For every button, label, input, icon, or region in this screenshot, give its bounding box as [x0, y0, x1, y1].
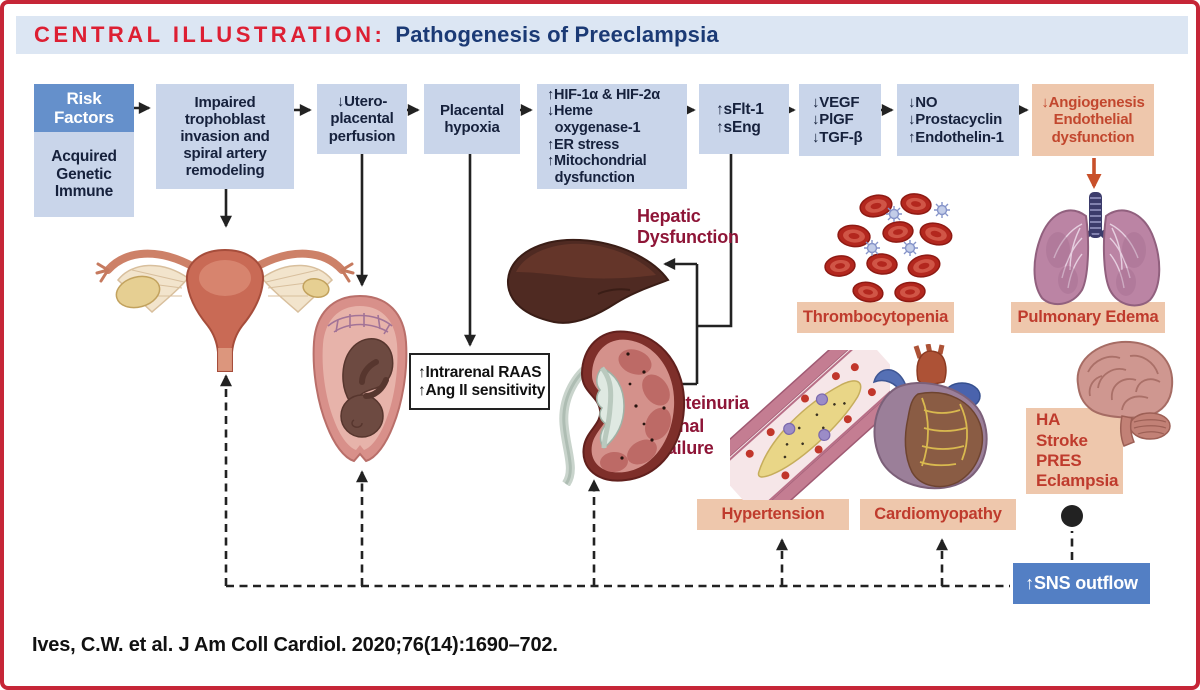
box-no-prostacyclin-endothelin: ↓NO ↓Prostacyclin ↑Endothelin-1 [897, 84, 1019, 156]
label-hepatic-dysfunction: Hepatic Dysfunction [637, 206, 739, 247]
label-cardiomyopathy: Cardiomyopathy [860, 499, 1016, 530]
box-intrarenal-raas: ↑Intrarenal RAAS ↑Ang II sensitivity [409, 353, 550, 410]
kidney-illustration [559, 330, 686, 486]
lungs-illustration [1033, 192, 1161, 307]
label-hypertension: Hypertension [697, 499, 849, 530]
label-neuro-complications: HA Stroke PRES Eclampsia [1026, 408, 1123, 494]
label-pulmonary-edema: Pulmonary Edema [1011, 302, 1165, 333]
figure-title-prefix: CENTRAL ILLUSTRATION: [34, 22, 386, 47]
box-placental-hypoxia: Placental hypoxia [424, 84, 520, 154]
box-hif-er-stress: ↑HIF-1α & HIF-2α ↓Heme oxygenase-1 ↑ER s… [537, 84, 687, 189]
box-impaired-trophoblast: Impaired trophoblast invasion and spiral… [156, 84, 294, 189]
connector-arrows-layer [134, 102, 1102, 588]
brain-illustration [1076, 340, 1174, 447]
box-uteroplacental-perfusion: ↓Utero- placental perfusion [317, 84, 407, 154]
blood-cells-illustration [824, 193, 953, 303]
box-risk-factor-items: Acquired Genetic Immune [34, 132, 134, 217]
box-vegf-plgf-tgfb: ↓VEGF ↓PlGF ↓TGF-β [799, 84, 881, 156]
label-thrombocytopenia: Thrombocytopenia [797, 302, 954, 333]
box-sflt-seng: ↑sFlt-1 ↑sEng [699, 84, 789, 154]
liver-illustration [506, 238, 670, 324]
uterus-illustration [95, 248, 355, 372]
figure-title-bar: CENTRAL ILLUSTRATION: Pathogenesis of Pr… [16, 16, 1188, 54]
figure-citation: Ives, C.W. et al. J Am Coll Cardiol. 202… [32, 634, 558, 656]
blood-vessel-illustration [730, 350, 890, 500]
heart-illustration [872, 344, 988, 490]
fetus-in-womb-illustration [312, 294, 408, 463]
box-risk-factors: Risk Factors [34, 84, 134, 132]
figure-title-text: Pathogenesis of Preeclampsia [395, 22, 719, 47]
box-angiogenesis-endothelial-dysfunction: ↓Angiogenesis Endothelial dysfunction [1032, 84, 1154, 156]
box-sns-outflow: ↑SNS outflow [1013, 563, 1150, 604]
